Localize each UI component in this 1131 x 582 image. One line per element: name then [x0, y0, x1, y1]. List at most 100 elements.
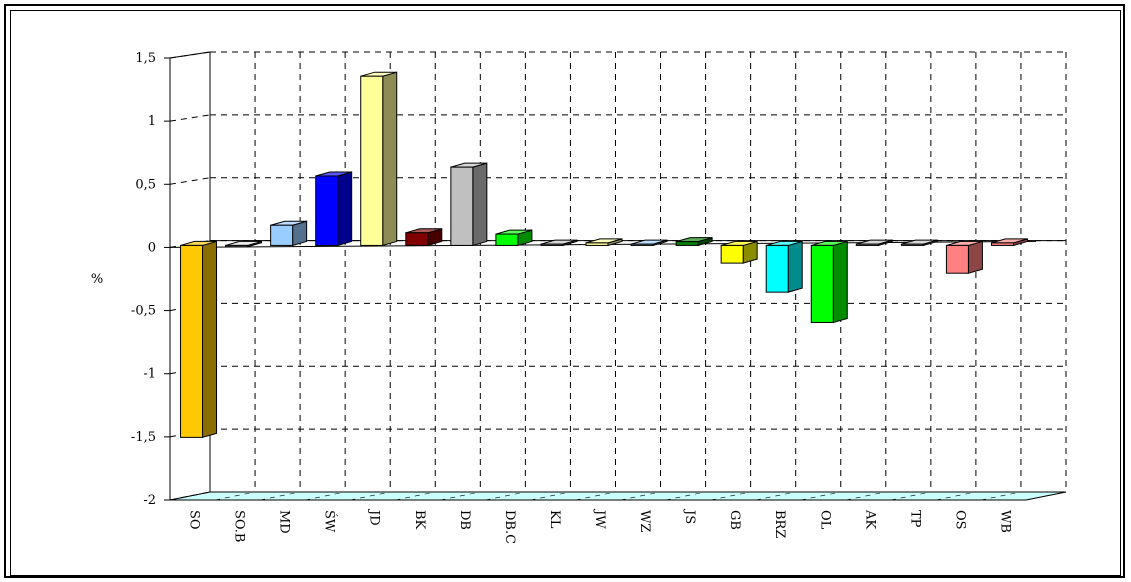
- bar-js: [675, 236, 713, 247]
- y-axis-label: %: [91, 272, 103, 287]
- bar-front: [900, 243, 924, 246]
- grid-line-floor: [395, 491, 436, 501]
- bar-side: [382, 71, 398, 247]
- bar-side: [202, 240, 218, 439]
- grid-lines: [169, 51, 1067, 501]
- bar-front: [495, 233, 519, 246]
- y-tick-label: 0: [148, 240, 156, 255]
- bar-side: [337, 171, 353, 247]
- bar-front: [405, 232, 429, 246]
- bar-front: [225, 244, 249, 248]
- y-tick-label: -2: [143, 493, 156, 508]
- bar-db: [450, 162, 488, 247]
- y-tick-label: -1,5: [131, 430, 156, 445]
- grid-line-floor: [530, 491, 571, 501]
- x-tick-label: TP: [907, 510, 922, 528]
- bar-jw: [585, 238, 623, 247]
- bar-front: [630, 243, 654, 246]
- bar-front: [585, 242, 609, 246]
- bar-side: [832, 240, 848, 324]
- x-tick-label: MD: [277, 510, 292, 534]
- y-tick-label: 1,5: [135, 51, 156, 66]
- x-tick-label: DB: [457, 510, 472, 530]
- x-tick-label: JS: [682, 508, 697, 524]
- bar-front: [810, 244, 834, 323]
- bars: [180, 71, 1028, 439]
- x-tick-label: JW: [592, 508, 607, 529]
- bar-md: [270, 220, 308, 247]
- x-tick-label: JD: [367, 508, 382, 526]
- bar-kl: [540, 239, 578, 247]
- bar-side: [787, 240, 803, 293]
- bar-db-c: [495, 229, 533, 247]
- chart-frame-outer: [4, 4, 1125, 578]
- grid-line-floor: [1025, 491, 1067, 501]
- bar-front: [945, 244, 969, 274]
- grid-line-floor: [620, 491, 661, 501]
- x-tick-label: BRZ: [772, 510, 787, 538]
- x-tick-label: SO: [187, 510, 202, 530]
- x-tick-label: ŚW: [322, 510, 339, 533]
- bar--w: [315, 171, 353, 247]
- bar-front: [720, 244, 744, 264]
- x-tick-label: BK: [412, 510, 427, 530]
- grid-line-floor: [755, 491, 796, 501]
- bar-wz: [630, 239, 668, 247]
- floor-plane: [169, 491, 1067, 501]
- grid-line-floor: [980, 491, 1022, 501]
- grid-line-floor: [890, 491, 931, 501]
- x-tick-label: GB: [727, 510, 742, 530]
- bar-front: [270, 224, 294, 246]
- bar-gb: [720, 240, 758, 264]
- grid-line-wall: [169, 177, 211, 185]
- bar-jd: [360, 71, 398, 247]
- grid-line-floor: [440, 491, 481, 501]
- y-tick-label: 1: [148, 114, 156, 129]
- bar-so-b: [225, 240, 263, 248]
- grid-line-floor: [575, 491, 616, 501]
- x-tick-label: OS: [952, 510, 967, 530]
- bar-front: [540, 243, 564, 246]
- grid-line-floor: [845, 491, 886, 501]
- bar-ak: [855, 239, 893, 247]
- y-tick-label: -0,5: [131, 304, 156, 319]
- x-tick-label: KL: [547, 510, 562, 529]
- bar-front: [360, 75, 384, 246]
- x-tick-label: AK: [862, 509, 877, 529]
- bar-brz: [765, 240, 803, 293]
- x-tick-label: WB: [997, 510, 1012, 533]
- chart-floor: [169, 491, 1067, 501]
- chart-frame-inner: [10, 10, 1121, 576]
- bar-wb: [990, 238, 1028, 247]
- bar-ol: [810, 240, 848, 324]
- grid-line-floor: [710, 491, 751, 501]
- grid-line-floor: [260, 491, 301, 501]
- y-tick-label: -1: [143, 367, 156, 382]
- grid-line-floor: [800, 491, 841, 501]
- grid-line-floor: [169, 491, 211, 501]
- grid-line-floor: [350, 491, 391, 501]
- x-tick-label: DB.C: [502, 510, 517, 544]
- grid-line-floor: [935, 491, 976, 501]
- y-tick-label: 0,5: [135, 177, 156, 192]
- x-tick-label: OL: [817, 510, 832, 530]
- x-tick-labels: SO SO.B MD ŚW JD BK DB DB.C KL JW WZ JS GB BRZ OL AK TP O…: [187, 508, 1013, 544]
- bar-so: [180, 240, 218, 439]
- bar-front: [765, 244, 789, 293]
- bar-side: [967, 240, 983, 274]
- y-tick-labels: 1,5 1 0,5 0 -0,5 -1 -1,5 -2: [131, 51, 156, 508]
- grid-line-wall: [169, 114, 211, 122]
- grid-line-floor: [305, 491, 346, 501]
- bar-front: [180, 244, 204, 438]
- bar-os: [945, 240, 983, 274]
- bar-tp: [900, 239, 938, 247]
- x-tick-label: SO.B: [232, 510, 247, 543]
- bar-front: [450, 166, 474, 246]
- bar-front: [990, 242, 1014, 246]
- bar-front: [675, 241, 699, 246]
- x-tick-label: WZ: [637, 510, 652, 532]
- bar-front: [315, 175, 339, 246]
- bar-front: [855, 243, 879, 246]
- bar-top: [225, 240, 262, 246]
